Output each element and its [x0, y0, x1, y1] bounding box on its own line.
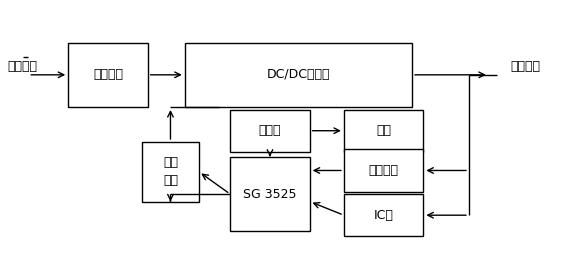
Text: DC/DC变换器: DC/DC变换器 — [266, 68, 330, 81]
Bar — [230, 157, 310, 231]
Text: 直流输出: 直流输出 — [511, 60, 541, 73]
Text: 交流输入: 交流输入 — [7, 60, 38, 73]
Bar — [230, 110, 310, 152]
Text: SG 3525: SG 3525 — [243, 188, 297, 201]
Bar — [68, 42, 148, 107]
Text: 驱动
电路: 驱动 电路 — [163, 156, 178, 187]
Bar — [344, 194, 424, 236]
Bar — [344, 149, 424, 192]
Text: 显示: 显示 — [376, 124, 391, 137]
Text: 电压检测: 电压检测 — [369, 164, 398, 177]
Text: IC调: IC调 — [374, 209, 394, 222]
Text: 单片机: 单片机 — [259, 124, 281, 137]
Text: 整流滤波: 整流滤波 — [93, 68, 123, 81]
Bar — [185, 42, 412, 107]
Bar — [344, 110, 424, 152]
Bar — [142, 142, 199, 201]
